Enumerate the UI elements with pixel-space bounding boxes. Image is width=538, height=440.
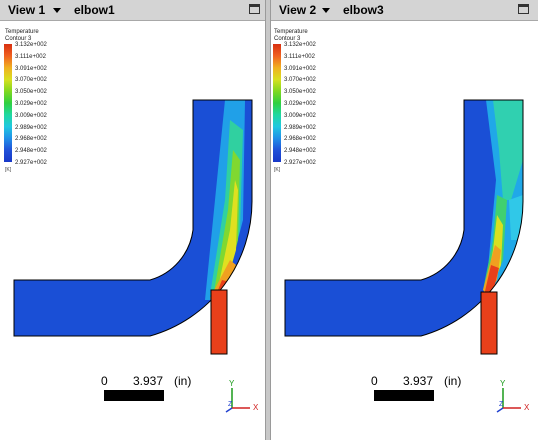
inlet-pipe <box>480 291 498 355</box>
axis-z: Z <box>228 401 233 408</box>
legend-contour: Contour 3 <box>5 36 32 42</box>
scale-start: 0 <box>101 374 108 388</box>
viewport-view-1[interactable]: View 1 elbow1 Temperature Contour 3 3.13… <box>0 0 266 440</box>
scale-end: 3.937 <box>133 374 164 388</box>
scale-bar <box>374 390 434 401</box>
legend-tick-label: 3.070e+002 <box>284 77 316 84</box>
elbow-contour-plot[interactable] <box>271 0 538 440</box>
elbow-outline <box>13 99 253 337</box>
legend-tick-label: 3.111e+002 <box>15 53 46 60</box>
legend-tick-label: 3.050e+002 <box>15 89 47 96</box>
legend-tick-label: 3.009e+002 <box>284 112 316 119</box>
legend-tick-label: 3.050e+002 <box>284 89 316 96</box>
viewport-titlebar: View 2 elbow3 <box>271 0 538 21</box>
legend-unit: [K] <box>5 167 12 173</box>
scale-bar <box>104 390 164 401</box>
legend-tick-label: 2.927e+002 <box>15 160 47 166</box>
axis-z: Z <box>499 401 504 408</box>
legend-title: Temperature Contour 3 <box>5 29 39 43</box>
viewport-titlebar: View 1 elbow1 <box>0 0 265 21</box>
legend-variable: Temperature <box>5 29 39 35</box>
legend-tick-label: 3.091e+002 <box>284 65 316 72</box>
legend-tick-label: 2.968e+002 <box>284 136 316 143</box>
view-selector-label[interactable]: View 2 <box>279 3 317 17</box>
legend-tick-label: 2.989e+002 <box>15 124 47 131</box>
legend-contour: Contour 3 <box>274 36 301 42</box>
legend-tick-label: 3.091e+002 <box>15 65 47 72</box>
legend-title: Temperature Contour 3 <box>274 29 308 43</box>
legend-color-bar <box>4 44 12 162</box>
viewport-view-2[interactable]: View 2 elbow3 Temperature Contour 3 3.13… <box>270 0 538 440</box>
axis-triad-icon: Y X Z <box>496 379 530 413</box>
legend-tick-label: 3.029e+002 <box>15 101 47 107</box>
legend-variable: Temperature <box>274 29 308 35</box>
scale-unit: (in) <box>444 374 462 388</box>
legend-tick-label: 2.948e+002 <box>284 148 316 155</box>
elbow-outline <box>284 99 524 337</box>
chevron-down-icon[interactable] <box>53 8 61 13</box>
legend-tick-label: 3.029e+002 <box>284 101 316 107</box>
view-selector-label[interactable]: View 1 <box>8 3 46 17</box>
chevron-down-icon[interactable] <box>322 8 330 13</box>
legend-tick-label: 2.968e+002 <box>15 136 47 143</box>
case-name: elbow1 <box>74 3 115 17</box>
legend-tick-label: 2.948e+002 <box>15 148 47 155</box>
legend-tick-label: 3.111e+002 <box>284 53 315 60</box>
inlet-pipe <box>210 289 228 355</box>
legend-color-bar <box>273 44 281 162</box>
scale-start: 0 <box>371 374 378 388</box>
axis-x: X <box>253 403 259 412</box>
legend-tick-label: 2.989e+002 <box>284 124 316 131</box>
axis-x: X <box>524 403 530 412</box>
legend-unit: [K] <box>274 167 281 173</box>
scale-unit: (in) <box>174 374 192 388</box>
axis-triad-icon: Y X Z <box>225 379 259 413</box>
legend-tick-label: 2.927e+002 <box>284 160 316 166</box>
scale-end: 3.937 <box>403 374 434 388</box>
axis-y: Y <box>229 379 235 388</box>
legend-tick-label: 3.009e+002 <box>15 112 47 119</box>
maximize-icon[interactable] <box>518 4 529 14</box>
legend-tick-label: 3.070e+002 <box>15 77 47 84</box>
legend-tick-label: 3.132e+002 <box>15 42 47 48</box>
case-name: elbow3 <box>343 3 384 17</box>
maximize-icon[interactable] <box>249 4 260 14</box>
elbow-contour-plot[interactable] <box>0 0 266 440</box>
legend-tick-label: 3.132e+002 <box>284 42 316 48</box>
axis-y: Y <box>500 379 506 388</box>
